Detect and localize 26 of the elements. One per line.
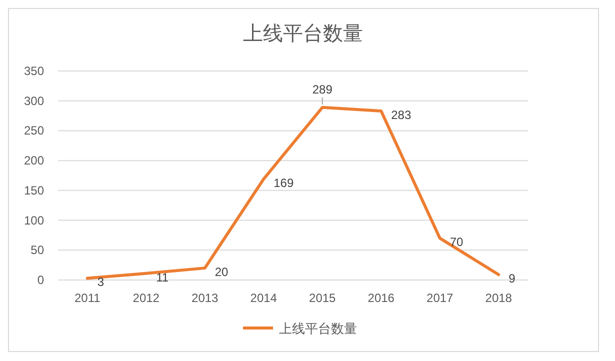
chart-title: 上线平台数量	[243, 23, 363, 45]
data-label: 169	[274, 176, 294, 190]
y-tick-label: 0	[37, 273, 44, 287]
x-tick-label: 2015	[309, 291, 336, 305]
data-label: 289	[312, 82, 333, 96]
data-label: 20	[214, 265, 229, 280]
data-label: 70	[450, 235, 464, 250]
y-tick-label: 50	[30, 243, 44, 258]
y-tick-label: 150	[24, 183, 44, 198]
y-tick-label: 300	[24, 94, 44, 108]
y-tick-label: 250	[24, 124, 44, 138]
x-tick-label: 2014	[250, 291, 278, 305]
y-tick-label: 200	[24, 154, 44, 168]
x-tick-label: 2012	[132, 291, 160, 305]
x-tick-label: 2016	[368, 291, 395, 305]
x-tick-label: 2018	[485, 291, 512, 305]
x-tick-label: 2011	[74, 291, 101, 305]
x-tick-label: 2013	[192, 291, 219, 305]
x-tick-label: 2017	[426, 291, 454, 305]
legend-label: 上线平台数量	[279, 321, 357, 336]
y-tick-label: 100	[24, 213, 44, 228]
data-label: 3	[97, 275, 104, 290]
y-tick-label: 350	[24, 64, 44, 78]
data-label: 11	[156, 270, 169, 284]
data-label: 283	[391, 108, 412, 122]
data-label: 9	[508, 272, 516, 286]
